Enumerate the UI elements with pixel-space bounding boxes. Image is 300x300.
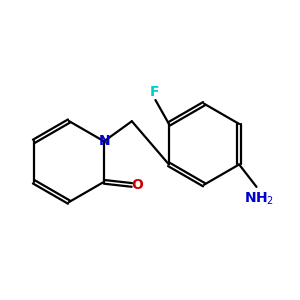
Text: N: N xyxy=(99,134,111,148)
Text: F: F xyxy=(150,85,159,99)
Text: O: O xyxy=(132,178,144,192)
Text: NH$_2$: NH$_2$ xyxy=(244,191,275,207)
